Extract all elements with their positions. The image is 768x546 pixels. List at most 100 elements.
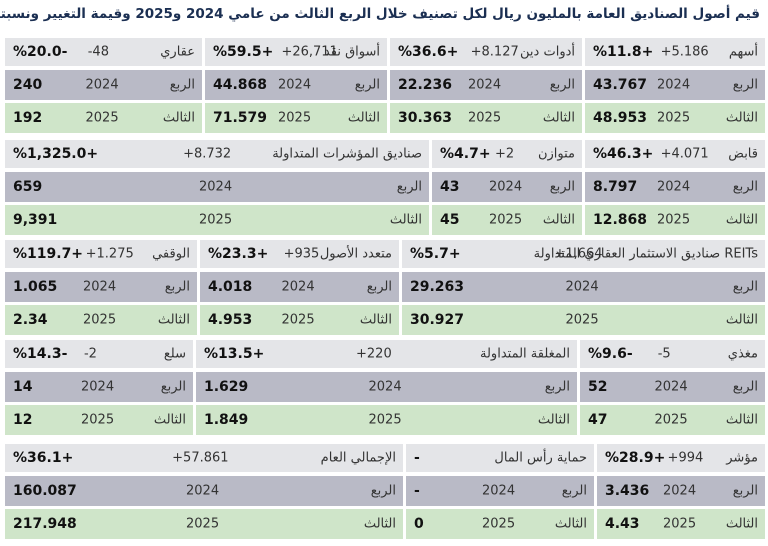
change-percent: %46.3+ [593, 146, 654, 162]
change-value: +4.071 [660, 146, 709, 162]
quarter-label: الثالث [725, 412, 758, 428]
cell-header: أدوات دين +8.127 %36.6+ [390, 38, 582, 66]
change-percent: %119.7+ [13, 246, 84, 262]
cell-header: مغذي -5 %9.6- [580, 340, 765, 368]
quarter-label: الثالث [725, 212, 758, 228]
quarter-label: الثالث [725, 110, 758, 126]
cell-header: متوازن +2 %4.7+ [432, 140, 582, 168]
asset-value: 12.868 [593, 212, 648, 228]
change-value: +935 [283, 246, 320, 262]
change-percent: - [414, 450, 420, 466]
cell-header: المغلقة المتداولة +220 %13.5+ [196, 340, 577, 368]
row-2025: الثالث 2025 1.849 [196, 405, 577, 435]
year-label: 2024 [278, 77, 312, 93]
asset-value: - [414, 483, 420, 499]
quarter-label: الربع [561, 483, 587, 499]
row-2024: الربع 2024 52 [580, 372, 765, 402]
asset-value: 9,391 [13, 212, 58, 228]
quarter-label: الربع [732, 279, 758, 295]
asset-value: 12 [13, 412, 33, 428]
asset-value: 4.953 [208, 312, 253, 328]
row-2025: الثالث 2025 30.927 [402, 305, 765, 335]
year-label: 2025 [657, 212, 691, 228]
year-label: 2024 [565, 279, 599, 295]
asset-value: 48.953 [593, 110, 648, 126]
row-2025: الثالث 2025 30.363 [390, 103, 582, 133]
cell-header: صناديق المؤشرات المتداولة +8.732 %1,325.0+ [5, 140, 429, 168]
change-percent: %11.8+ [593, 44, 654, 60]
change-percent: %36.1+ [13, 450, 74, 466]
quarter-label: الربع [164, 279, 190, 295]
row-2024: الربع 2024 1.065 [5, 272, 197, 302]
year-label: 2024 [657, 77, 691, 93]
row-2025: الثالث 2025 2.34 [5, 305, 197, 335]
change-value: +2 [495, 146, 515, 162]
year-label: 2024 [281, 279, 315, 295]
year-label: 2024 [368, 379, 402, 395]
asset-value: 45 [440, 212, 460, 228]
row-2024: الربع 2024 240 [5, 70, 202, 100]
row-2024: الربع 2024 160.087 [5, 476, 403, 506]
row-2024: الربع 2024 - [406, 476, 594, 506]
year-label: 2025 [199, 212, 233, 228]
quarter-label: الثالث [363, 516, 396, 532]
asset-value: 29.263 [410, 279, 465, 295]
category-name: متوازن [537, 146, 575, 162]
year-label: 2025 [85, 110, 119, 126]
change-value: +26,711 [281, 44, 338, 60]
category-name: صناديق الاستثمار العقاري المتداولة REITs [533, 246, 758, 262]
category-name: عقاري [160, 44, 195, 60]
cell-header: حماية رأس المال - [406, 444, 594, 472]
quarter-label: الربع [354, 77, 380, 93]
cell-header: عقاري -48 %20.0- [5, 38, 202, 66]
change-value: +1.275 [85, 246, 134, 262]
category-name: الوقفي [152, 246, 190, 262]
asset-value: 240 [13, 77, 43, 93]
change-percent: %13.5+ [204, 346, 265, 362]
category-name: سلع [163, 346, 186, 362]
category-name: أسواق نقد [323, 44, 380, 60]
year-label: 2025 [657, 110, 691, 126]
year-label: 2024 [81, 379, 115, 395]
year-label: 2025 [663, 516, 697, 532]
change-value: +994 [667, 450, 704, 466]
year-label: 2025 [565, 312, 599, 328]
row-2025: الثالث 2025 48.953 [585, 103, 765, 133]
change-percent: %23.3+ [208, 246, 269, 262]
asset-value: 44.868 [213, 77, 268, 93]
quarter-label: الثالث [542, 212, 575, 228]
year-label: 2024 [489, 179, 523, 195]
change-percent: %59.5+ [213, 44, 274, 60]
quarter-label: الربع [732, 379, 758, 395]
row-2025: الثالث 2025 217.948 [5, 509, 403, 539]
asset-value: 160.087 [13, 483, 77, 499]
asset-value: 0 [414, 516, 424, 532]
category-name: قابض [728, 146, 758, 162]
asset-value: 1.629 [204, 379, 249, 395]
year-label: 2024 [186, 483, 220, 499]
change-percent: %9.6- [588, 346, 633, 362]
change-percent: %28.9+ [605, 450, 666, 466]
year-label: 2025 [482, 516, 516, 532]
cell-header: أسهم +5.186 %11.8+ [585, 38, 765, 66]
asset-value: 4.43 [605, 516, 640, 532]
change-value: +5.186 [660, 44, 709, 60]
quarter-label: الثالث [725, 312, 758, 328]
quarter-label: الثالث [725, 516, 758, 532]
quarter-label: الربع [169, 77, 195, 93]
year-label: 2024 [85, 77, 119, 93]
category-name: مغذي [727, 346, 758, 362]
quarter-label: الثالث [537, 412, 570, 428]
category-name: صناديق المؤشرات المتداولة [272, 146, 422, 162]
asset-value: 4.018 [208, 279, 253, 295]
change-value: -48 [87, 44, 109, 60]
cell-header: الإجمالي العام +57.861 %36.1+ [5, 444, 403, 472]
row-2024: الربع 2024 29.263 [402, 272, 765, 302]
asset-value: 8.797 [593, 179, 638, 195]
year-label: 2025 [281, 312, 315, 328]
quarter-label: الثالث [153, 412, 186, 428]
year-label: 2024 [199, 179, 233, 195]
year-label: 2025 [186, 516, 220, 532]
asset-value: 1.849 [204, 412, 249, 428]
